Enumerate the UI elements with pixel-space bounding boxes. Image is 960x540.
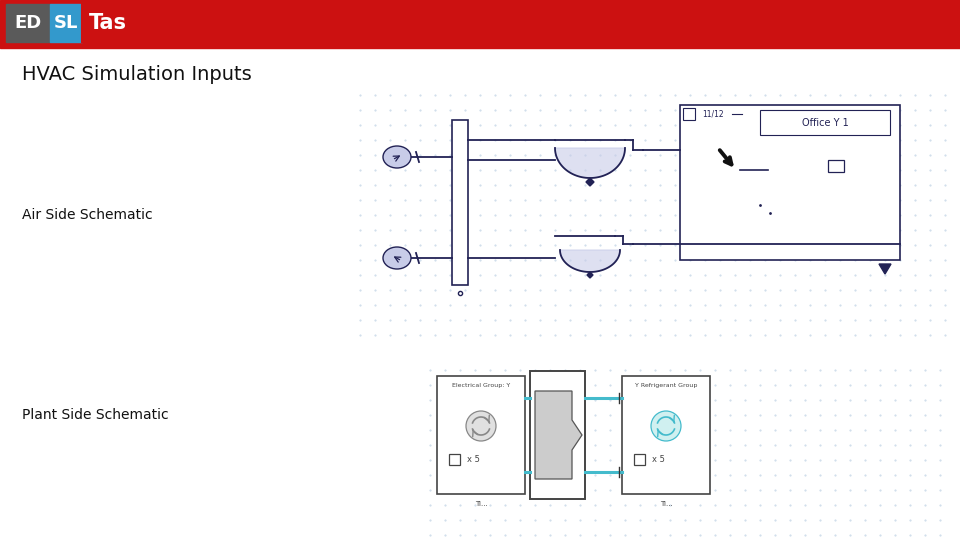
Bar [634,454,645,465]
Polygon shape [535,391,582,479]
Text: ED: ED [14,14,41,32]
Bar [50,4,82,42]
Polygon shape [555,148,625,178]
Ellipse shape [651,411,681,441]
Text: 11/12: 11/12 [702,110,724,118]
Bar [82,4,134,42]
Polygon shape [587,272,593,278]
Bar [6,4,50,42]
Bar [530,371,585,499]
Bar [828,160,844,172]
Text: Ti...: Ti... [660,501,672,507]
Ellipse shape [383,146,411,168]
Bar [437,376,525,494]
Bar [683,108,695,120]
Text: Office Y 1: Office Y 1 [802,118,849,127]
Bar [452,120,468,285]
Polygon shape [560,250,620,272]
Text: x 5: x 5 [652,456,665,464]
Text: Electrical Group: Y: Electrical Group: Y [452,383,510,388]
Ellipse shape [383,247,411,269]
Polygon shape [586,178,594,186]
Text: Air Side Schematic: Air Side Schematic [22,208,153,222]
Bar [622,376,710,494]
Ellipse shape [466,411,496,441]
Text: SL: SL [54,14,78,32]
Text: Ti...: Ti... [474,501,488,507]
Text: x 5: x 5 [467,456,480,464]
Bar [449,454,460,465]
Polygon shape [879,264,891,274]
Text: Y Refrigerant Group: Y Refrigerant Group [635,383,697,388]
Text: HVAC Simulation Inputs: HVAC Simulation Inputs [22,65,252,84]
Bar [760,110,890,135]
Text: Tas: Tas [89,13,127,33]
Text: Plant Side Schematic: Plant Side Schematic [22,408,169,422]
Bar [680,105,900,260]
Bar [0,0,960,48]
